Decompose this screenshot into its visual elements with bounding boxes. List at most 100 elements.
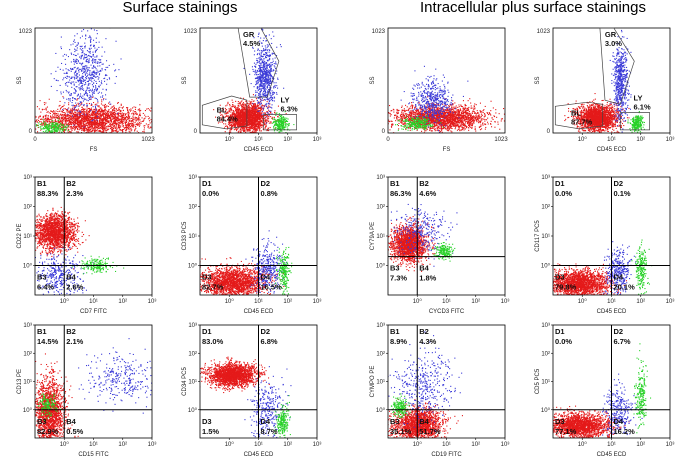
data-point <box>75 126 77 128</box>
data-point <box>136 113 138 115</box>
data-point <box>254 106 256 108</box>
data-point <box>87 116 89 118</box>
data-point <box>61 62 63 64</box>
data-point <box>101 110 103 112</box>
data-point <box>43 108 45 110</box>
data-point <box>95 125 97 127</box>
data-point <box>126 124 128 126</box>
data-point <box>26 123 27 124</box>
data-point <box>223 127 225 129</box>
data-point <box>226 115 228 117</box>
data-point <box>268 130 270 132</box>
data-point <box>104 69 106 71</box>
data-point <box>67 81 69 83</box>
data-point <box>239 109 241 111</box>
data-point <box>81 115 83 117</box>
data-point <box>53 125 55 127</box>
data-point <box>60 120 62 122</box>
data-point <box>252 127 254 129</box>
data-point <box>110 124 112 126</box>
data-point <box>73 39 75 41</box>
data-point <box>85 114 87 116</box>
data-point <box>129 131 131 133</box>
data-point <box>239 121 241 123</box>
data-point <box>256 127 258 129</box>
data-point <box>121 112 123 114</box>
data-point <box>248 117 250 119</box>
data-point <box>255 121 257 123</box>
data-point <box>45 107 47 109</box>
data-point <box>111 106 113 108</box>
data-point <box>108 117 110 119</box>
data-point <box>45 109 47 111</box>
data-point <box>71 102 73 104</box>
data-point <box>85 65 87 67</box>
data-point <box>239 115 241 117</box>
data-point <box>95 121 97 123</box>
data-point <box>49 120 51 122</box>
data-point <box>252 135 253 136</box>
data-point <box>104 103 106 105</box>
data-point <box>93 111 95 113</box>
data-point <box>136 119 138 121</box>
data-point <box>259 114 261 116</box>
data-point <box>128 117 130 119</box>
data-point <box>240 112 242 114</box>
data-point <box>130 125 132 127</box>
data-point <box>85 71 87 73</box>
data-point <box>251 121 253 123</box>
data-point <box>102 136 103 137</box>
data-point <box>237 120 239 122</box>
data-point <box>91 84 93 86</box>
data-point <box>55 123 57 125</box>
data-point <box>54 127 56 129</box>
data-point <box>68 81 70 83</box>
data-point <box>225 105 227 107</box>
data-point <box>241 113 243 115</box>
data-point <box>69 122 71 124</box>
data-point <box>132 125 134 127</box>
data-point <box>234 116 236 118</box>
data-point <box>80 79 82 81</box>
data-point <box>88 69 90 71</box>
data-point <box>65 126 67 128</box>
data-point <box>75 90 77 92</box>
data-point <box>112 109 114 111</box>
data-point <box>97 61 99 63</box>
data-point <box>79 37 81 39</box>
data-point <box>71 117 73 119</box>
data-point <box>127 116 129 118</box>
data-point <box>150 107 152 109</box>
data-point <box>66 72 68 74</box>
data-point <box>251 135 252 136</box>
data-point <box>119 111 121 113</box>
data-point <box>119 126 121 128</box>
data-point <box>111 115 113 117</box>
data-point <box>100 103 102 105</box>
data-point <box>86 99 88 101</box>
data-point <box>79 56 81 58</box>
intracellular-stainings-title: Intracellular plus surface stainings <box>420 0 646 16</box>
data-point <box>45 102 47 104</box>
data-point <box>60 116 62 118</box>
data-point <box>229 115 231 117</box>
data-point <box>83 71 85 73</box>
data-point <box>90 135 91 136</box>
data-point <box>107 112 109 114</box>
data-point <box>56 141 57 142</box>
data-point <box>231 116 233 118</box>
data-point <box>70 110 72 112</box>
data-point <box>115 130 117 132</box>
data-point <box>98 105 100 107</box>
data-point <box>35 121 37 123</box>
data-point <box>106 119 108 121</box>
data-point <box>58 132 60 133</box>
data-point <box>249 107 251 109</box>
data-point <box>254 114 256 116</box>
data-point <box>61 129 63 131</box>
data-point <box>103 129 105 131</box>
data-point <box>96 110 98 112</box>
data-point <box>243 106 245 108</box>
data-point <box>240 101 242 103</box>
data-point <box>110 121 112 123</box>
